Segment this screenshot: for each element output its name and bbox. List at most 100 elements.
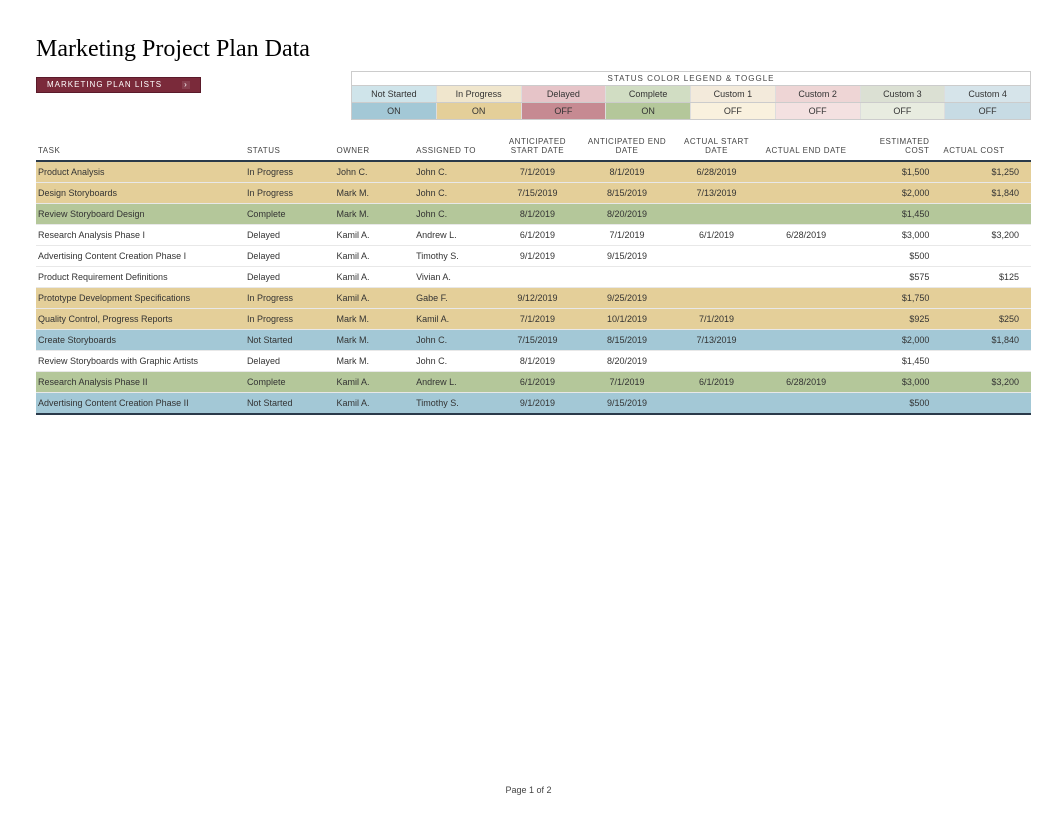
cell-assigned: Kamil A. — [414, 308, 494, 329]
cell-est-cost: $3,000 — [852, 224, 942, 245]
cell-act-end: 6/28/2019 — [762, 371, 852, 392]
cell-task: Advertising Content Creation Phase II — [36, 392, 245, 414]
cell-owner: Kamil A. — [334, 371, 414, 392]
legend-toggle[interactable]: OFF — [522, 103, 607, 119]
cell-owner: John C. — [334, 161, 414, 183]
cell-ant-end: 8/1/2019 — [583, 161, 673, 183]
cell-owner: Mark M. — [334, 203, 414, 224]
cell-ant-end: 9/25/2019 — [583, 287, 673, 308]
cell-assigned: Andrew L. — [414, 371, 494, 392]
cell-est-cost: $1,500 — [852, 161, 942, 183]
cell-task: Quality Control, Progress Reports — [36, 308, 245, 329]
legend-status-label: In Progress — [437, 86, 522, 102]
cell-act-end: 6/28/2019 — [762, 224, 852, 245]
legend-toggle[interactable]: OFF — [945, 103, 1030, 119]
cell-est-cost: $500 — [852, 245, 942, 266]
cell-ant-start: 7/15/2019 — [494, 329, 584, 350]
cell-assigned: John C. — [414, 182, 494, 203]
cell-assigned: John C. — [414, 203, 494, 224]
cell-ant-start — [494, 266, 584, 287]
cell-status: Delayed — [245, 224, 335, 245]
cell-task: Advertising Content Creation Phase I — [36, 245, 245, 266]
cell-status: Not Started — [245, 329, 335, 350]
table-row: Product Requirement DefinitionsDelayedKa… — [36, 266, 1031, 287]
page-footer: Page 1 of 2 — [0, 785, 1057, 795]
cell-assigned: Timothy S. — [414, 245, 494, 266]
cell-task: Design Storyboards — [36, 182, 245, 203]
cell-status: Complete — [245, 371, 335, 392]
col-anticipated-start: ANTICIPATED START DATE — [494, 134, 584, 161]
col-actual-cost: ACTUAL COST — [941, 134, 1031, 161]
cell-act-start — [673, 392, 763, 414]
col-owner: OWNER — [334, 134, 414, 161]
cell-owner: Kamil A. — [334, 287, 414, 308]
cell-status: In Progress — [245, 287, 335, 308]
cell-status: In Progress — [245, 308, 335, 329]
cell-ant-start: 6/1/2019 — [494, 224, 584, 245]
cell-ant-start: 6/1/2019 — [494, 371, 584, 392]
cell-ant-start: 8/1/2019 — [494, 350, 584, 371]
cell-assigned: John C. — [414, 329, 494, 350]
cell-ant-end: 8/15/2019 — [583, 182, 673, 203]
legend-status-label: Custom 2 — [776, 86, 861, 102]
cell-act-cost — [941, 245, 1031, 266]
cell-act-start: 6/1/2019 — [673, 224, 763, 245]
cell-status: Complete — [245, 203, 335, 224]
project-plan-table: TASK STATUS OWNER ASSIGNED TO ANTICIPATE… — [36, 134, 1031, 415]
col-estimated-cost: ESTIMATED COST — [852, 134, 942, 161]
legend-toggle[interactable]: ON — [437, 103, 522, 119]
cell-est-cost: $575 — [852, 266, 942, 287]
cell-act-cost: $3,200 — [941, 224, 1031, 245]
cell-est-cost: $1,450 — [852, 350, 942, 371]
cell-est-cost: $1,450 — [852, 203, 942, 224]
legend-toggle[interactable]: OFF — [861, 103, 946, 119]
cell-owner: Kamil A. — [334, 245, 414, 266]
legend-status-label: Complete — [606, 86, 691, 102]
page-title: Marketing Project Plan Data — [36, 36, 1031, 63]
cell-est-cost: $3,000 — [852, 371, 942, 392]
cell-owner: Mark M. — [334, 329, 414, 350]
col-actual-start: ACTUAL START DATE — [673, 134, 763, 161]
cell-assigned: Gabe F. — [414, 287, 494, 308]
cell-ant-start: 7/15/2019 — [494, 182, 584, 203]
cell-assigned: Vivian A. — [414, 266, 494, 287]
marketing-plan-lists-button[interactable]: MARKETING PLAN LISTS › — [36, 77, 201, 93]
legend-toggle[interactable]: OFF — [776, 103, 861, 119]
cell-act-cost — [941, 350, 1031, 371]
cell-act-cost: $125 — [941, 266, 1031, 287]
table-row: Advertising Content Creation Phase IDela… — [36, 245, 1031, 266]
table-row: Review Storyboard DesignCompleteMark M.J… — [36, 203, 1031, 224]
cell-ant-start: 7/1/2019 — [494, 161, 584, 183]
cell-act-start — [673, 287, 763, 308]
cell-ant-start: 9/12/2019 — [494, 287, 584, 308]
legend-toggle[interactable]: ON — [606, 103, 691, 119]
cell-owner: Kamil A. — [334, 392, 414, 414]
cell-act-start: 7/13/2019 — [673, 329, 763, 350]
legend-status-label: Not Started — [352, 86, 437, 102]
cell-task: Product Analysis — [36, 161, 245, 183]
cell-act-start — [673, 245, 763, 266]
table-row: Review Storyboards with Graphic ArtistsD… — [36, 350, 1031, 371]
cell-est-cost: $2,000 — [852, 329, 942, 350]
cell-task: Review Storyboards with Graphic Artists — [36, 350, 245, 371]
legend-toggle[interactable]: ON — [352, 103, 437, 119]
cell-task: Review Storyboard Design — [36, 203, 245, 224]
legend-status-label: Custom 4 — [945, 86, 1030, 102]
cell-ant-end: 7/1/2019 — [583, 371, 673, 392]
cell-ant-end — [583, 266, 673, 287]
cell-act-end — [762, 203, 852, 224]
table-row: Product AnalysisIn ProgressJohn C.John C… — [36, 161, 1031, 183]
cell-owner: Kamil A. — [334, 266, 414, 287]
cell-act-start: 6/1/2019 — [673, 371, 763, 392]
legend-status-label: Custom 1 — [691, 86, 776, 102]
cell-status: Delayed — [245, 350, 335, 371]
cell-ant-start: 9/1/2019 — [494, 245, 584, 266]
cell-assigned: John C. — [414, 350, 494, 371]
cell-status: In Progress — [245, 161, 335, 183]
cell-owner: Mark M. — [334, 308, 414, 329]
legend-toggle[interactable]: OFF — [691, 103, 776, 119]
col-anticipated-end: ANTICIPATED END DATE — [583, 134, 673, 161]
legend-status-label: Custom 3 — [861, 86, 946, 102]
cell-act-start: 7/13/2019 — [673, 182, 763, 203]
table-header-row: TASK STATUS OWNER ASSIGNED TO ANTICIPATE… — [36, 134, 1031, 161]
